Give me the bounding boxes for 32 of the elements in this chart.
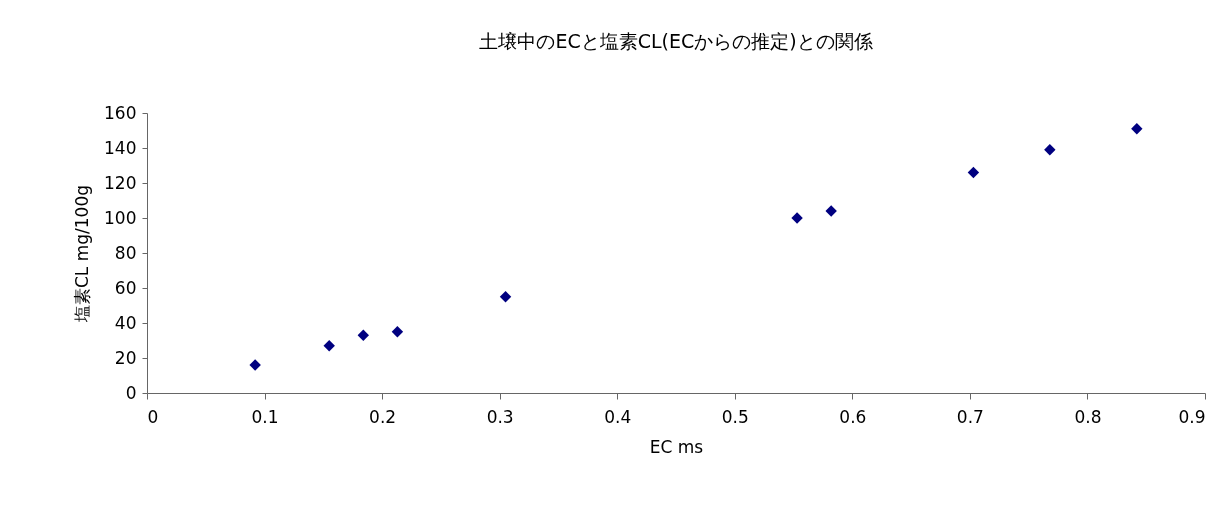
y-axis-title: 塩素CL mg/100g	[72, 184, 93, 324]
x-axis-title: EC ms	[649, 436, 704, 457]
x-tick-label: 0.1	[251, 406, 279, 427]
y-tick-label: 60	[114, 277, 137, 298]
point	[1044, 144, 1056, 156]
y-tick-label: 140	[104, 137, 137, 158]
x-tick-label: 0.2	[369, 406, 397, 427]
y-tick-label: 40	[114, 312, 137, 333]
x-tick-label: 0.7	[956, 406, 984, 427]
point	[1131, 123, 1143, 135]
chart-title: 土壌中のECと塩素CL(ECからの推定)との関係	[479, 30, 873, 52]
x-tick-label: 0.3	[486, 406, 514, 427]
y-tick-label: 100	[104, 207, 137, 228]
y-tick-label: 0	[125, 382, 137, 403]
x-tick-label: 0.8	[1074, 406, 1102, 427]
point	[249, 359, 261, 371]
y-tick-label: 20	[114, 347, 137, 368]
point	[791, 212, 803, 224]
point	[967, 166, 980, 179]
x-tick-label: 0.6	[839, 406, 867, 427]
y-tick-label: 120	[104, 172, 137, 193]
y-tick-label: 160	[104, 102, 137, 123]
x-tick-label: 0.9	[1178, 406, 1206, 427]
x-tick-label: 0	[147, 406, 159, 427]
x-tick-label: 0.5	[721, 406, 749, 427]
x-tick-label: 0.4	[604, 406, 632, 427]
point	[323, 340, 335, 352]
point	[825, 205, 837, 217]
point	[357, 329, 369, 341]
y-tick-label: 80	[114, 242, 137, 263]
point	[499, 291, 512, 303]
point	[391, 326, 404, 338]
